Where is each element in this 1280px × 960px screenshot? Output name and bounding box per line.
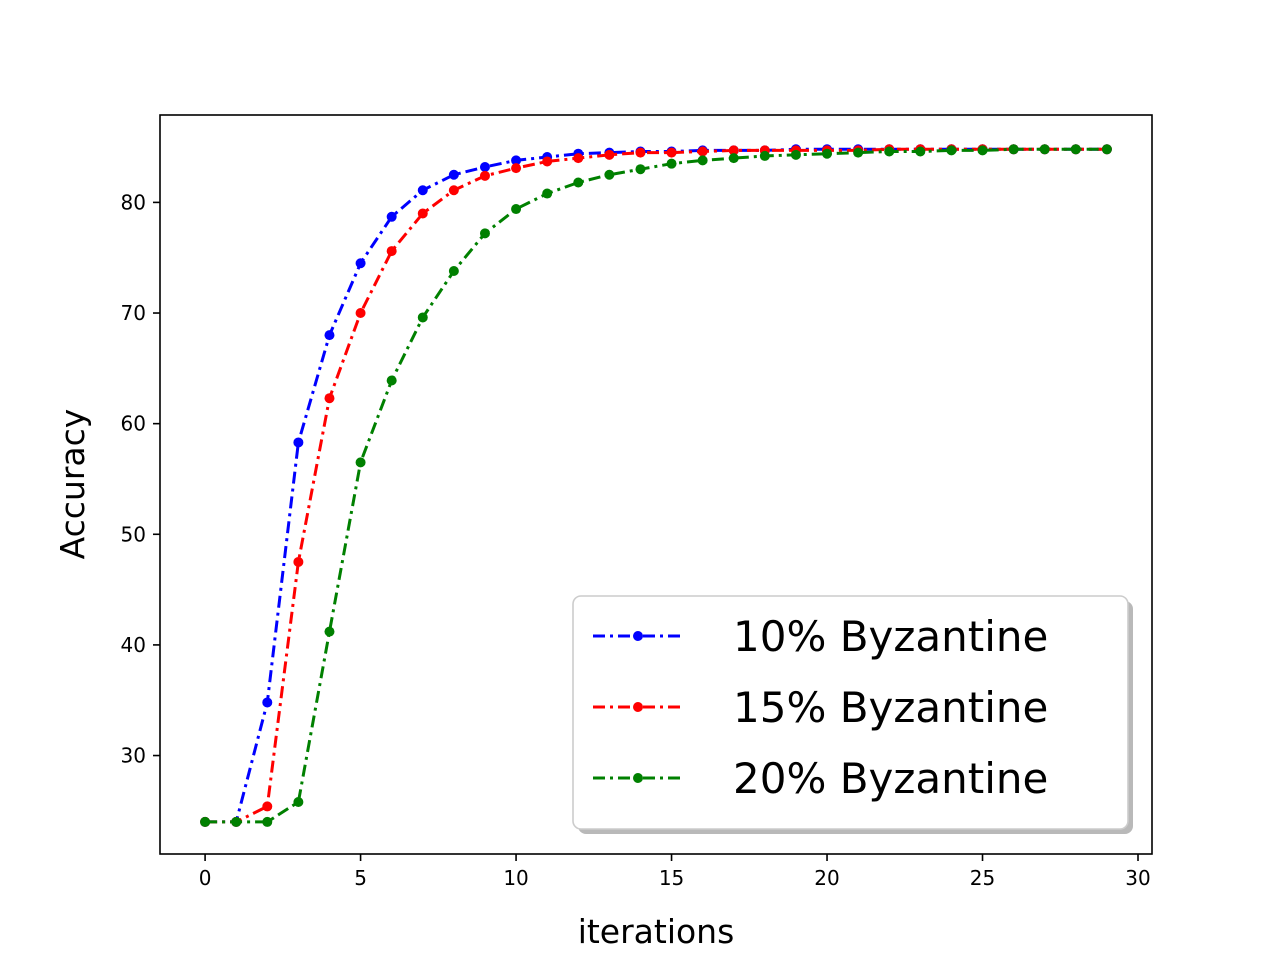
data-point — [822, 148, 833, 159]
data-point — [884, 146, 895, 157]
x-axis-title: iterations — [578, 912, 735, 951]
x-tick-label: 10 — [503, 866, 528, 890]
y-tick-label: 60 — [121, 412, 146, 436]
data-point — [324, 626, 335, 637]
data-point — [479, 170, 490, 181]
legend-marker — [633, 631, 643, 641]
y-tick-label: 40 — [121, 633, 146, 657]
data-point — [573, 153, 584, 164]
y-tick-label: 80 — [121, 190, 146, 214]
data-point — [1039, 144, 1050, 155]
x-tick-label: 25 — [970, 866, 995, 890]
data-point — [915, 146, 926, 157]
data-point — [231, 816, 242, 827]
data-point — [448, 265, 459, 276]
data-point — [666, 158, 677, 169]
data-point — [386, 246, 397, 257]
x-tick-label: 0 — [199, 866, 212, 890]
legend-marker — [633, 702, 643, 712]
data-point — [604, 169, 615, 180]
x-tick-label: 5 — [354, 866, 367, 890]
data-point — [946, 145, 957, 156]
data-point — [479, 228, 490, 239]
data-point — [386, 375, 397, 386]
data-point — [293, 797, 304, 808]
data-point — [448, 185, 459, 196]
plot-area-frame — [159, 114, 1153, 855]
data-point — [355, 258, 366, 269]
y-tick-label: 50 — [121, 522, 146, 546]
legend-label-3: 20% Byzantine — [733, 754, 1048, 803]
data-point — [728, 145, 739, 156]
data-point — [324, 330, 335, 341]
data-point — [293, 556, 304, 567]
y-tick-label: 30 — [121, 744, 146, 768]
data-point — [386, 211, 397, 222]
data-point — [262, 801, 273, 812]
data-point — [728, 153, 739, 164]
x-tick-label: 30 — [1125, 866, 1150, 890]
data-point — [355, 308, 366, 319]
data-point — [417, 208, 428, 219]
data-point — [635, 164, 646, 175]
data-point — [417, 312, 428, 323]
data-point — [511, 204, 522, 215]
data-point — [573, 177, 584, 188]
data-point — [542, 156, 553, 167]
x-axis: 0 5 10 15 20 25 30 — [199, 854, 1151, 890]
data-point — [448, 169, 459, 180]
legend-label-2: 15% Byzantine — [733, 683, 1048, 732]
data-point — [324, 393, 335, 404]
data-point — [604, 149, 615, 160]
y-axis: 30 40 50 60 70 80 — [121, 190, 160, 768]
x-tick-label: 15 — [659, 866, 684, 890]
data-point — [853, 147, 864, 158]
plot-series-group — [200, 144, 1112, 827]
data-point — [790, 149, 801, 160]
data-point — [1008, 144, 1019, 155]
data-point — [977, 145, 988, 156]
y-axis-title: Accuracy — [53, 409, 92, 560]
data-point — [200, 816, 211, 827]
data-point — [293, 437, 304, 448]
data-point — [479, 161, 490, 172]
data-point — [635, 147, 646, 158]
data-point — [697, 155, 708, 166]
data-point — [697, 146, 708, 157]
data-point — [1070, 144, 1081, 155]
legend: 10% Byzantine 15% Byzantine 20% Byzantine — [572, 595, 1133, 834]
data-point — [511, 163, 522, 174]
data-point — [417, 185, 428, 196]
legend-items: 10% Byzantine 15% Byzantine 20% Byzantine — [593, 612, 1048, 803]
data-point — [355, 457, 366, 468]
legend-marker — [633, 773, 643, 783]
legend-box — [572, 595, 1129, 830]
data-point — [511, 155, 522, 166]
data-point — [262, 697, 273, 708]
data-point — [759, 150, 770, 161]
data-point — [262, 816, 273, 827]
y-tick-label: 70 — [121, 301, 146, 325]
data-point — [666, 147, 677, 158]
series-line-3 — [205, 147, 1107, 824]
data-point — [542, 188, 553, 199]
legend-label-1: 10% Byzantine — [733, 612, 1048, 661]
x-tick-label: 20 — [814, 866, 839, 890]
data-point — [1101, 144, 1112, 155]
